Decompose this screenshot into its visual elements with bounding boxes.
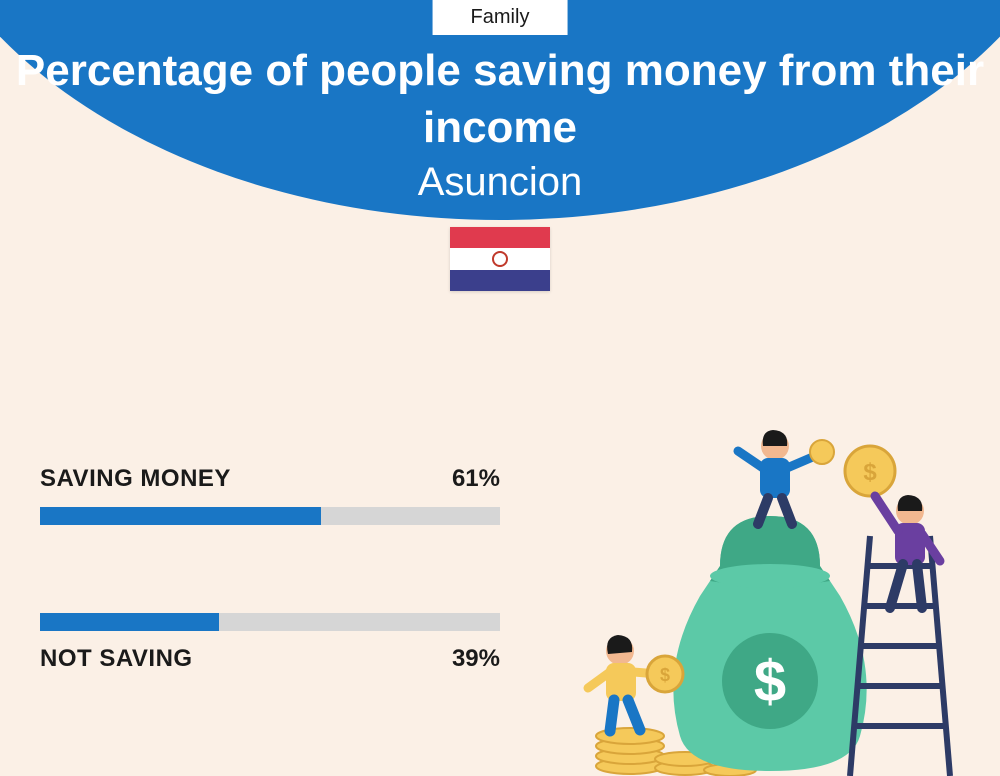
bar-labels: NOT SAVING 39% xyxy=(40,645,500,673)
bar-fill xyxy=(40,507,321,525)
bar-label: NOT SAVING xyxy=(40,645,193,673)
paraguay-flag-icon xyxy=(450,227,550,291)
category-label: Family xyxy=(471,6,530,28)
svg-text:$: $ xyxy=(660,665,670,685)
flag-stripe-top xyxy=(450,227,550,248)
person-ladder-icon: $ xyxy=(845,446,940,608)
flag-stripe-bot xyxy=(450,270,550,291)
category-chip: Family xyxy=(433,0,568,35)
person-sitting-icon: $ xyxy=(588,635,683,731)
bar-labels: SAVING MONEY 61% xyxy=(40,465,500,493)
flag-emblem-icon xyxy=(492,251,508,267)
bar-value: 61% xyxy=(452,465,500,493)
location-subtitle: Asuncion xyxy=(0,160,1000,205)
bar-track xyxy=(40,507,500,525)
bar-saving-money: SAVING MONEY 61% xyxy=(40,465,500,525)
money-bag-icon: $ xyxy=(673,516,866,771)
svg-text:$: $ xyxy=(863,459,877,486)
svg-text:$: $ xyxy=(754,649,786,714)
money-illustration-icon: $ $ $ xyxy=(570,416,970,776)
page-title: Percentage of people saving money from t… xyxy=(0,42,1000,156)
bars-area: SAVING MONEY 61% NOT SAVING 39% xyxy=(40,465,500,761)
bar-fill xyxy=(40,613,219,631)
bar-track xyxy=(40,613,500,631)
person-top-icon xyxy=(738,430,834,524)
bar-value: 39% xyxy=(452,645,500,673)
bar-not-saving: NOT SAVING 39% xyxy=(40,613,500,673)
bar-label: SAVING MONEY xyxy=(40,465,231,493)
